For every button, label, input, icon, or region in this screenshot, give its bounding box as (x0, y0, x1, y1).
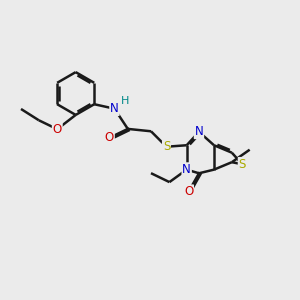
Text: N: N (195, 125, 203, 138)
Text: N: N (110, 102, 119, 115)
Text: O: O (52, 123, 62, 136)
Text: O: O (105, 131, 114, 144)
Text: N: N (182, 163, 191, 176)
Text: S: S (238, 158, 246, 171)
Text: S: S (163, 140, 170, 153)
Text: H: H (121, 96, 129, 106)
Text: O: O (184, 185, 193, 198)
